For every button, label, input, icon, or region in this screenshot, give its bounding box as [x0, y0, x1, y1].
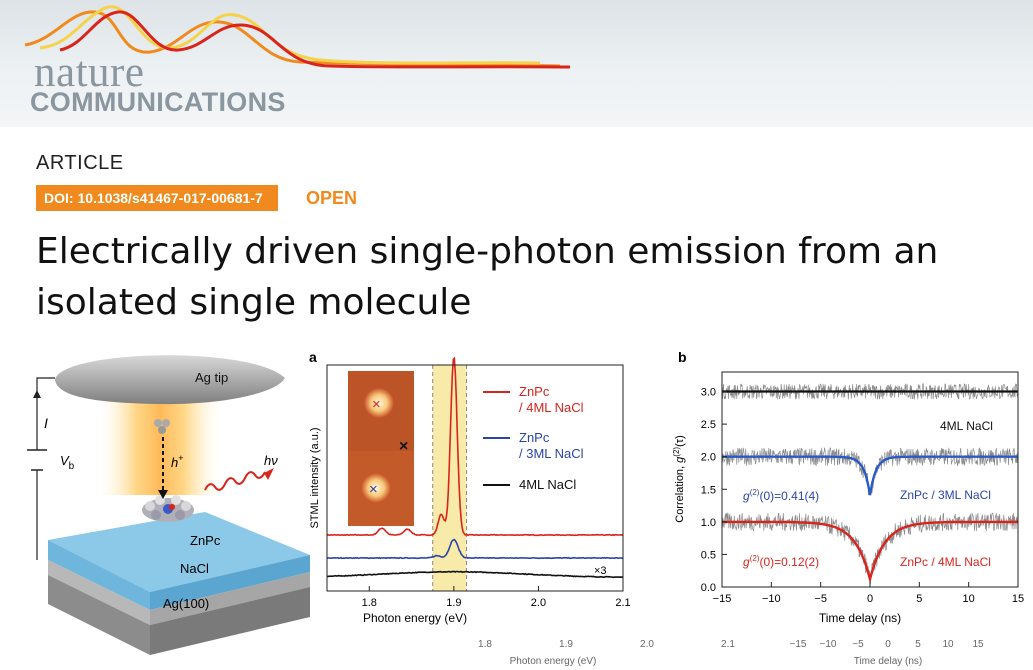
y-tick-label-b-0: 0.0	[701, 582, 716, 594]
ghost-tick-right-4: 5	[915, 639, 921, 650]
ghost-axis-label-left: Photon energy (eV)	[510, 656, 597, 667]
annotation-g0-4ml: g(2)(0)=0.12(2)	[743, 554, 819, 569]
x-tick-label-a-0: 1.8	[362, 597, 377, 609]
ghost-tick-right-1: −10	[820, 639, 837, 650]
series-noise-1	[721, 447, 1019, 496]
label-hole: h+	[171, 453, 184, 470]
series-fit-1	[722, 455, 1018, 496]
doi-badge[interactable]: DOI: 10.1038/s41467-017-00681-7	[36, 185, 278, 211]
schematic: Ag tip I Vb h+ hν ZnPc NaCl Ag(100)	[27, 355, 310, 655]
article-type-label: ARTICLE	[36, 152, 124, 174]
y-tick-label-b-4: 2.0	[701, 452, 716, 464]
journal-banner: nature COMMUNICATIONS	[0, 0, 1033, 127]
nacl-layer	[48, 560, 150, 625]
series-line-2	[326, 570, 624, 579]
panel-label-b: b	[678, 349, 687, 365]
x-tick-label-a-2: 2.0	[531, 597, 546, 609]
current-arrow-icon	[33, 390, 41, 398]
stm-molecule-spot-1	[364, 388, 394, 418]
x-tick-label-b-4: 5	[916, 593, 922, 605]
ghost-tick-left-1: 1.9	[559, 639, 573, 650]
x-tick-label-b-6: 15	[1012, 593, 1024, 605]
marker-red-x: ×	[372, 396, 381, 413]
series-line-0	[326, 356, 624, 537]
marker-black-x: ×	[399, 438, 408, 455]
scale-note: ×3	[594, 565, 607, 577]
panel-label-a: a	[309, 349, 317, 365]
journal-logo-communications: COMMUNICATIONS	[30, 87, 286, 117]
ghost-tick-right-5: 10	[942, 639, 954, 650]
x-axis-label-a: Photon energy (eV)	[363, 611, 467, 625]
figure: Ag tip I Vb h+ hν ZnPc NaCl Ag(100) a × …	[27, 349, 1024, 667]
legend-entry-1b: / 3ML NaCl	[519, 446, 584, 461]
y-axis-label-a: STML intensity (a.u.)	[309, 427, 321, 528]
series-fit-2	[722, 520, 1018, 584]
series-label-2: ZnPc / 4ML NaCl	[900, 555, 991, 569]
annotation-g0-3ml: g(2)(0)=0.41(4)	[743, 488, 819, 503]
x-tick-label-b-2: −5	[814, 593, 827, 605]
open-access-label: OPEN	[306, 188, 358, 208]
y-tick-label-b-1: 0.5	[701, 549, 716, 561]
y-axis-label-b: Correlation, g(2)(τ)	[672, 435, 686, 523]
ghost-tick-right-2: −5	[852, 639, 864, 650]
axes-frame-a	[326, 364, 624, 592]
highlight-band	[432, 365, 467, 591]
tip-apex-atoms	[154, 419, 170, 434]
chart-panel-a: a × × × 1.8 1.9 2.0 2.1 Photon energy (eV) …	[309, 349, 631, 625]
wave-logo-graphic	[24, 5, 571, 69]
label-voltage: Vb	[60, 453, 75, 472]
x-tick-label-b-3: 0	[867, 593, 873, 605]
ghost-tick-right-3: 0	[885, 639, 891, 650]
ghost-tick-left-3: 2.1	[721, 639, 735, 650]
label-photon: hν	[264, 453, 278, 468]
article-title: Electrically driven single-photon emissi…	[36, 226, 1033, 328]
article-title-line1: Electrically driven single-photon emissi…	[36, 231, 939, 272]
label-ag-tip: Ag tip	[195, 370, 228, 385]
x-tick-label-a-3: 2.1	[615, 597, 630, 609]
label-nacl: NaCl	[180, 561, 209, 576]
x-tick-label-b-0: −15	[713, 593, 732, 605]
legend-entry-0b: / 4ML NaCl	[519, 400, 584, 415]
chart-panel-b: b −15 −10 −5 0 5 10 15 0.0 0.5 1.0 1.5 2.0 2.5 3.0 Ti…	[672, 349, 1024, 625]
y-tick-label-b-3: 1.5	[701, 484, 716, 496]
stm-molecule-spot-2	[361, 473, 391, 503]
ghost-axes: Photon energy (eV) Time delay (ns) 1.8 1.…	[478, 639, 984, 667]
molecule-icon	[142, 495, 194, 522]
x-axis-label-b: Time delay (ns)	[819, 611, 901, 625]
ghost-tick-right-6: 15	[972, 639, 984, 650]
legend-a: ZnPc / 4ML NaCl ZnPc / 3ML NaCl 4ML NaCl	[483, 384, 584, 492]
tip-icon	[55, 355, 285, 405]
x-tick-label-b-5: 10	[963, 593, 975, 605]
label-current: I	[44, 415, 48, 431]
legend-entry-0: ZnPc	[519, 384, 550, 399]
ghost-axis-label-right: Time delay (ns)	[854, 656, 923, 667]
y-tick-label-b-2: 1.0	[701, 517, 716, 529]
label-znpc: ZnPc	[190, 533, 221, 548]
series-line-1	[326, 538, 623, 560]
label-ag100: Ag(100)	[163, 596, 209, 611]
journal-logo-nature: nature	[34, 49, 145, 96]
x-tick-label-b-1: −10	[762, 593, 781, 605]
znpc-layer	[48, 512, 310, 592]
article-title-line2: isolated single molecule	[36, 282, 472, 323]
y-tick-label-b-6: 3.0	[701, 387, 716, 399]
legend-entry-1: ZnPc	[519, 430, 550, 445]
legend-entry-2: 4ML NaCl	[519, 477, 576, 492]
photon-wave-icon	[204, 471, 266, 491]
series-label-1: ZnPc / 3ML NaCl	[900, 488, 991, 502]
ghost-tick-left-0: 1.8	[478, 639, 492, 650]
series-noise-2	[721, 511, 1019, 584]
marker-blue-x: ×	[369, 481, 378, 498]
series-noise-0	[721, 383, 1019, 401]
y-tick-label-b-5: 2.5	[701, 419, 716, 431]
ghost-tick-right-0: −15	[790, 639, 807, 650]
x-tick-label-a-1: 1.9	[446, 597, 461, 609]
series-label-0: 4ML NaCl	[940, 419, 993, 433]
ghost-tick-left-2: 2.0	[640, 639, 654, 650]
ag-substrate	[48, 575, 150, 655]
